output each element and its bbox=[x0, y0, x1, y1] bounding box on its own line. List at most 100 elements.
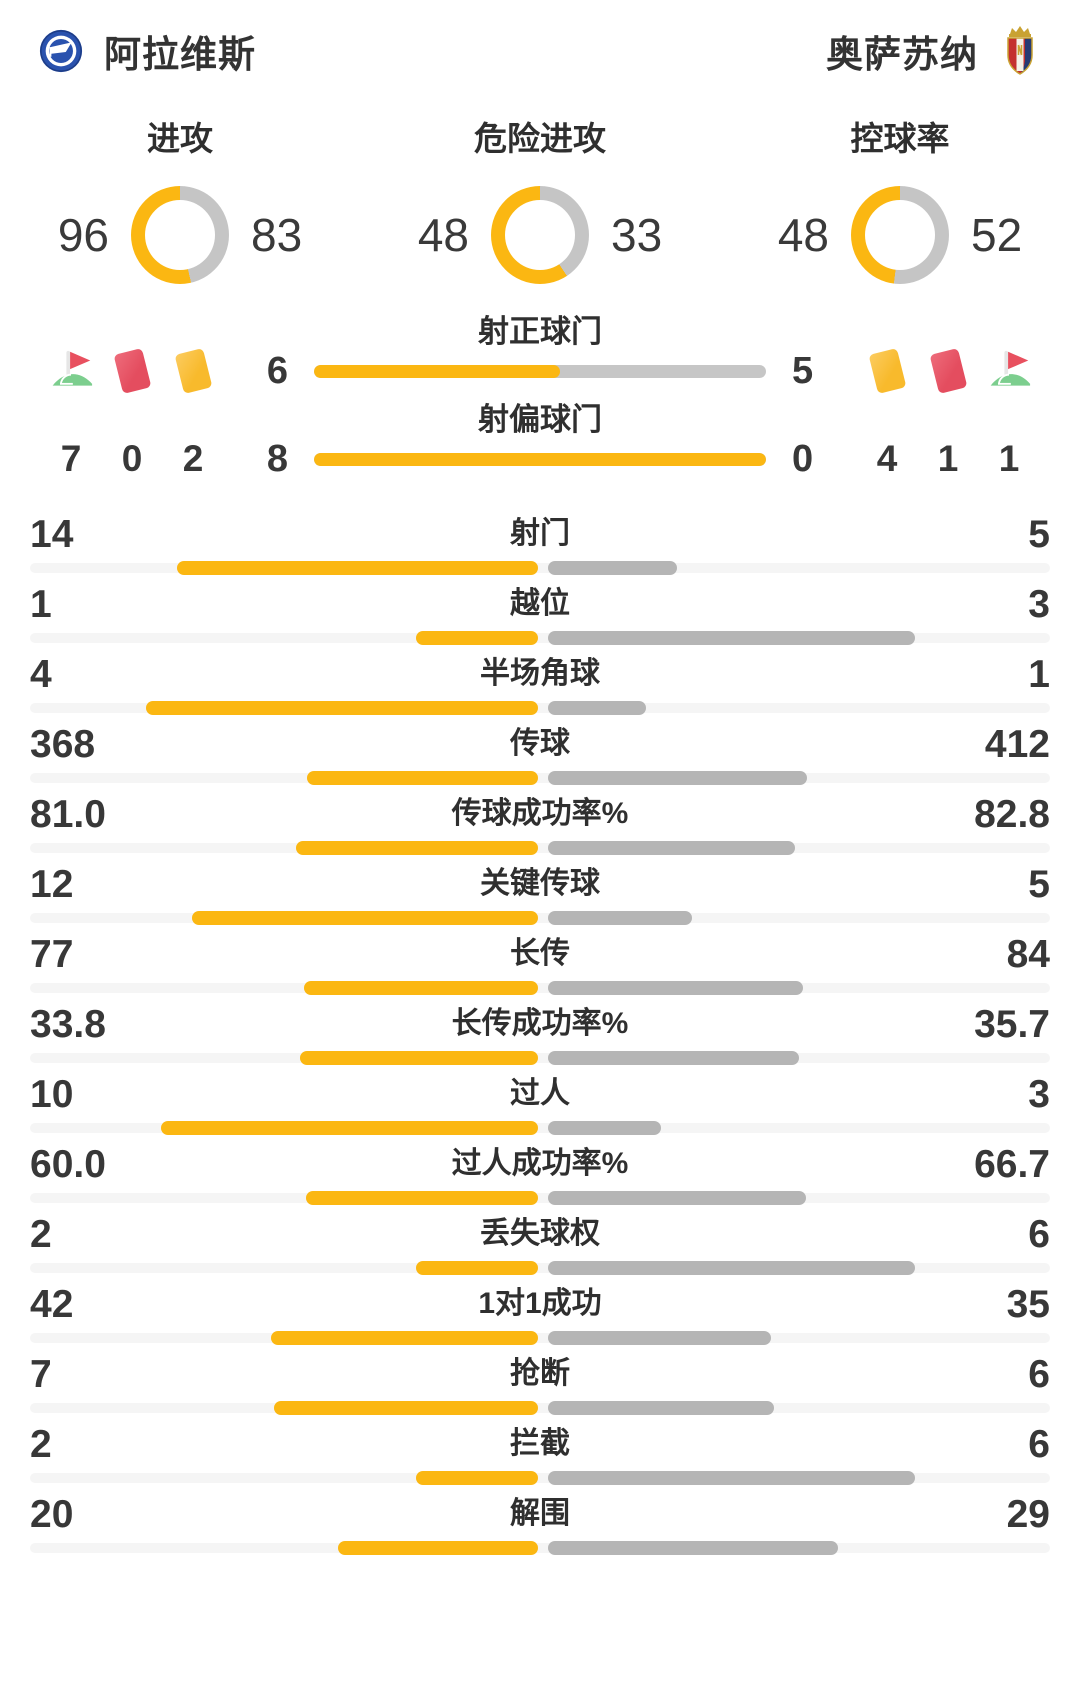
stat-label: 拦截 bbox=[510, 1427, 570, 1460]
stat-label: 越位 bbox=[510, 587, 570, 620]
donut-home-value: 96 bbox=[57, 209, 109, 261]
stat-away-bar bbox=[548, 841, 796, 855]
stat-home-value: 77 bbox=[30, 933, 74, 976]
shots-on-target-away-value: 5 bbox=[792, 349, 814, 392]
stat-home-bar bbox=[146, 701, 538, 715]
stat-label: 长传 bbox=[510, 937, 570, 970]
match-header: 阿拉维斯 奥萨苏纳 bbox=[0, 0, 1080, 78]
stat-row: 20 解围 29 bbox=[0, 1488, 1080, 1558]
donut-home-value: 48 bbox=[417, 209, 469, 261]
stat-row: 7 抢断 6 bbox=[0, 1348, 1080, 1418]
stat-away-value: 3 bbox=[1028, 583, 1050, 626]
home-team[interactable]: 阿拉维斯 bbox=[38, 24, 256, 78]
donut-charts: 进攻 96 83 危险进攻 48 33 控球率 48 52 bbox=[0, 112, 1080, 284]
stat-home-value: 81.0 bbox=[30, 793, 106, 836]
shots-on-target-label: 射正球门 bbox=[478, 314, 602, 349]
stat-away-bar bbox=[548, 631, 916, 645]
stat-track bbox=[30, 1471, 1050, 1485]
stat-label: 过人成功率% bbox=[451, 1147, 629, 1180]
shots-off-target-row: 8 0 bbox=[0, 436, 1080, 482]
stat-track bbox=[30, 561, 1050, 575]
stat-away-bar bbox=[548, 981, 804, 995]
donut-away-value: 83 bbox=[251, 209, 303, 261]
stat-away-bar bbox=[548, 1541, 838, 1555]
away-team-name: 奥萨苏纳 bbox=[826, 34, 978, 75]
shots-off-target-bar bbox=[314, 452, 766, 466]
donut-away-value: 52 bbox=[971, 209, 1023, 261]
stat-home-bar bbox=[295, 841, 538, 855]
stat-home-bar bbox=[338, 1541, 538, 1555]
home-corner-count: 7 bbox=[60, 438, 82, 479]
stat-away-bar bbox=[548, 701, 646, 715]
away-yellow-card-count: 4 bbox=[876, 438, 898, 479]
home-red-card-count: 0 bbox=[121, 438, 143, 479]
stat-row: 2 丢失球权 6 bbox=[0, 1208, 1080, 1278]
stat-home-bar bbox=[161, 1121, 538, 1135]
home-yellow-card-count: 2 bbox=[182, 438, 204, 479]
stat-away-value: 6 bbox=[1028, 1423, 1050, 1466]
alaves-badge-icon bbox=[39, 29, 83, 73]
stat-label: 丢失球权 bbox=[480, 1217, 600, 1250]
donut-home-value: 48 bbox=[777, 209, 829, 261]
stat-home-value: 7 bbox=[30, 1353, 52, 1396]
stat-away-value: 35 bbox=[1006, 1283, 1050, 1326]
stat-away-value: 29 bbox=[1006, 1493, 1050, 1536]
stat-away-value: 6 bbox=[1028, 1213, 1050, 1256]
stat-away-bar bbox=[548, 771, 807, 785]
stat-track bbox=[30, 771, 1050, 785]
stats-list: 14 射门 5 1 越位 3 4 半场角球 bbox=[0, 508, 1080, 1558]
stat-home-bar bbox=[307, 771, 538, 785]
stat-home-value: 368 bbox=[30, 723, 96, 766]
stat-home-value: 2 bbox=[30, 1213, 52, 1256]
stat-track bbox=[30, 1191, 1050, 1205]
donut-ring bbox=[491, 186, 589, 284]
stat-away-value: 66.7 bbox=[974, 1143, 1050, 1186]
stat-track bbox=[30, 1261, 1050, 1275]
stat-track bbox=[30, 631, 1050, 645]
stat-label: 关键传球 bbox=[480, 867, 600, 900]
stat-row: 10 过人 3 bbox=[0, 1068, 1080, 1138]
stat-home-bar bbox=[306, 1191, 538, 1205]
stat-home-bar bbox=[415, 1261, 538, 1275]
osasuna-badge-icon bbox=[1007, 26, 1033, 75]
home-discipline-icons bbox=[48, 348, 216, 394]
stat-home-value: 42 bbox=[30, 1283, 74, 1326]
stat-row: 2 拦截 6 bbox=[0, 1418, 1080, 1488]
stat-away-bar bbox=[548, 1471, 916, 1485]
donut-dangerous-attacks: 危险进攻 48 33 bbox=[360, 112, 720, 284]
donut-ring bbox=[851, 186, 949, 284]
away-discipline-counts: 4 1 1 bbox=[864, 436, 1032, 482]
stat-away-bar bbox=[548, 561, 677, 575]
donut-possession: 控球率 48 52 bbox=[720, 112, 1080, 284]
stat-home-value: 2 bbox=[30, 1423, 52, 1466]
stat-home-value: 20 bbox=[30, 1493, 74, 1536]
stat-away-bar bbox=[548, 1401, 774, 1415]
stat-label: 长传成功率% bbox=[451, 1007, 629, 1040]
stat-away-value: 5 bbox=[1028, 513, 1050, 556]
stat-row: 12 关键传球 5 bbox=[0, 858, 1080, 928]
stat-home-value: 1 bbox=[30, 583, 52, 626]
stat-track bbox=[30, 1401, 1050, 1415]
stat-away-value: 6 bbox=[1028, 1353, 1050, 1396]
stat-row: 368 传球 412 bbox=[0, 718, 1080, 788]
away-team[interactable]: 奥萨苏纳 bbox=[826, 24, 1042, 78]
stat-home-value: 14 bbox=[30, 513, 74, 556]
stat-row: 42 1对1成功 35 bbox=[0, 1278, 1080, 1348]
donut-attacks: 进攻 96 83 bbox=[0, 112, 360, 284]
stat-away-value: 82.8 bbox=[974, 793, 1050, 836]
stat-label: 抢断 bbox=[510, 1357, 570, 1390]
shots-on-target-row: 6 5 bbox=[0, 348, 1080, 394]
stat-away-value: 35.7 bbox=[974, 1003, 1050, 1046]
stat-row: 60.0 过人成功率% 66.7 bbox=[0, 1138, 1080, 1208]
shots-on-target-home-fill bbox=[314, 364, 561, 378]
stat-away-bar bbox=[548, 1121, 661, 1135]
corner-flag-icon bbox=[986, 349, 1032, 393]
stat-label: 1对1成功 bbox=[478, 1287, 602, 1320]
stat-track bbox=[30, 1051, 1050, 1065]
donut-title: 危险进攻 bbox=[474, 120, 606, 157]
stat-row: 33.8 长传成功率% 35.7 bbox=[0, 998, 1080, 1068]
donut-ring bbox=[131, 186, 229, 284]
stat-away-value: 3 bbox=[1028, 1073, 1050, 1116]
shots-off-target-away-value: 0 bbox=[792, 437, 814, 480]
